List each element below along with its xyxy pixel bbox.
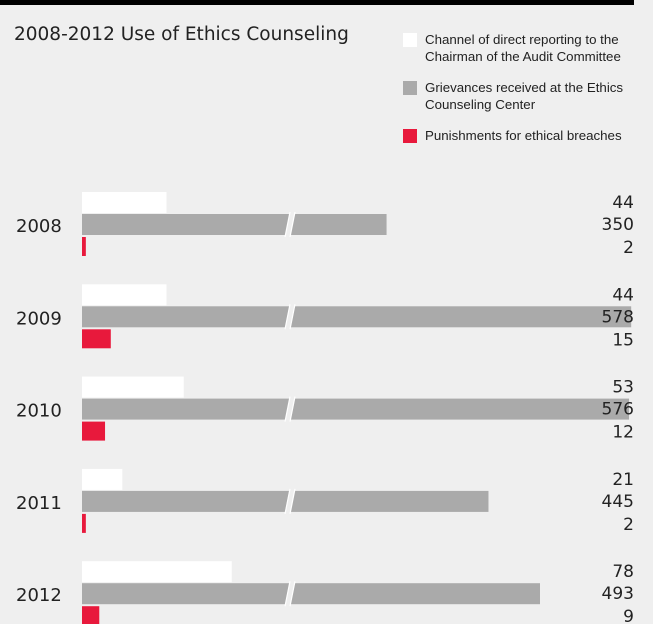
legend-item-audit-committee-channel: Channel of direct reporting to the Chair… bbox=[403, 31, 638, 79]
axis-break-line bbox=[284, 488, 291, 515]
bar-2010-series-2 bbox=[82, 421, 106, 441]
top-rule bbox=[0, 0, 634, 5]
value-label: 9 bbox=[623, 607, 634, 624]
value-label: 78 bbox=[612, 562, 634, 582]
bar-2012-series-2 bbox=[82, 606, 100, 624]
bar-2010-series-1 bbox=[82, 398, 630, 420]
axis-break-mark bbox=[285, 488, 295, 514]
bar-2008-series-0 bbox=[82, 192, 167, 213]
legend-swatch-white bbox=[403, 33, 417, 47]
value-label: 493 bbox=[602, 584, 634, 604]
value-label: 53 bbox=[612, 378, 634, 398]
axis-break-mark bbox=[285, 581, 295, 607]
axis-break-mark bbox=[285, 212, 295, 237]
legend-label: Punishments for ethical breaches bbox=[425, 128, 622, 143]
axis-break-line bbox=[289, 396, 296, 422]
axis-break-line bbox=[289, 488, 296, 515]
category-label: 2012 bbox=[16, 585, 62, 606]
value-label: 576 bbox=[602, 400, 634, 420]
value-label: 12 bbox=[612, 423, 634, 443]
bar-2008-series-1 bbox=[82, 214, 387, 235]
axis-break-mark bbox=[285, 304, 295, 330]
axis-break-line bbox=[284, 396, 291, 422]
legend-label: Grievances received at the Ethics Counse… bbox=[425, 80, 624, 112]
axis-break-line bbox=[289, 581, 296, 607]
bar-2012-series-1 bbox=[82, 583, 540, 605]
bar-2009-series-2 bbox=[82, 329, 111, 349]
legend-item-grievances: Grievances received at the Ethics Counse… bbox=[403, 79, 638, 127]
bar-2009-series-0 bbox=[82, 284, 167, 306]
value-label: 2 bbox=[623, 515, 634, 535]
category-label: 2011 bbox=[16, 493, 62, 514]
axis-break-line bbox=[284, 211, 291, 238]
bar-2009-series-1 bbox=[82, 306, 632, 328]
legend-label: Channel of direct reporting to the Chair… bbox=[425, 32, 621, 64]
legend: Channel of direct reporting to the Chair… bbox=[403, 31, 638, 147]
legend-swatch-gray bbox=[403, 81, 417, 95]
value-label: 445 bbox=[602, 492, 634, 512]
bar-2008-series-2 bbox=[82, 237, 86, 256]
axis-break-line bbox=[284, 304, 291, 330]
value-label: 44 bbox=[612, 193, 634, 213]
value-label: 2 bbox=[623, 238, 634, 258]
bar-2011-series-1 bbox=[82, 490, 489, 512]
value-label: 578 bbox=[602, 307, 634, 327]
legend-swatch-red bbox=[403, 129, 417, 143]
category-label: 2009 bbox=[16, 308, 62, 329]
bar-2012-series-0 bbox=[82, 561, 232, 583]
value-label: 44 bbox=[612, 285, 634, 305]
category-label: 2010 bbox=[16, 401, 62, 422]
axis-break-mark bbox=[285, 396, 295, 422]
legend-item-punishments: Punishments for ethical breaches bbox=[403, 127, 638, 147]
axis-break-line bbox=[289, 304, 296, 330]
chart-title: 2008-2012 Use of Ethics Counseling bbox=[14, 24, 349, 45]
bar-2011-series-2 bbox=[82, 513, 86, 533]
value-label: 21 bbox=[612, 470, 634, 490]
value-label: 15 bbox=[612, 330, 634, 350]
category-label: 2008 bbox=[16, 216, 62, 237]
value-label: 350 bbox=[602, 215, 634, 235]
axis-break-line bbox=[289, 211, 296, 238]
bar-2011-series-0 bbox=[82, 468, 123, 490]
axis-break-line bbox=[284, 581, 291, 607]
bar-2010-series-0 bbox=[82, 376, 184, 398]
